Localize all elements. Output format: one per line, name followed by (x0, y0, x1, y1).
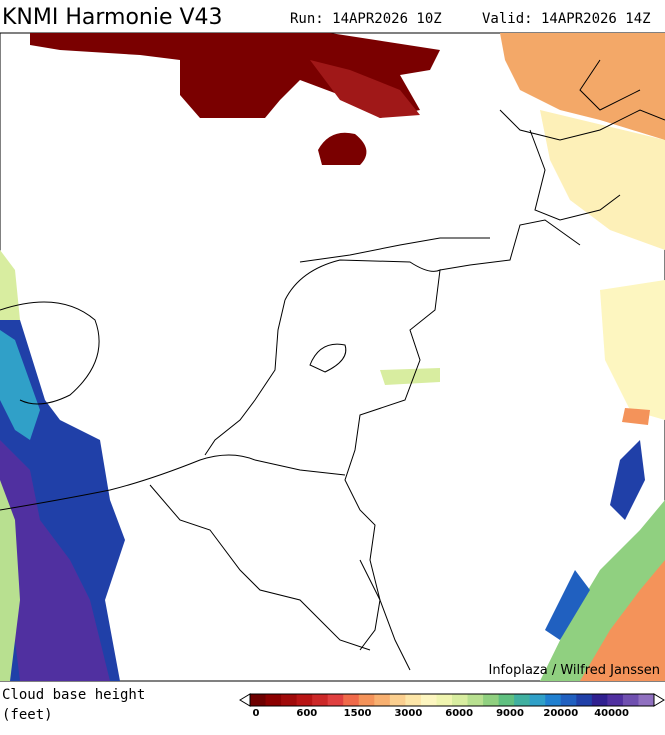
colorbar-swatch (389, 694, 406, 706)
colorbar-swatch (420, 694, 437, 706)
run-time: Run: 14APR2026 10Z (290, 11, 442, 27)
colorbar-swatch (436, 694, 453, 706)
legend-unit: (feet) (2, 707, 53, 723)
cloud-field (0, 330, 40, 440)
credit: Infoplaza / Wilfred Janssen (488, 663, 660, 678)
colorbar-outline (249, 693, 655, 707)
colorbar-swatch (343, 694, 360, 706)
colorbar-swatch (498, 694, 515, 706)
cloud-field (318, 132, 367, 165)
map: Infoplaza / Wilfred Janssen (0, 32, 665, 682)
cloud-field (0, 480, 20, 681)
colorbar-swatch (591, 694, 608, 706)
coastline (299, 59, 665, 271)
colorbar-label: 40000 (594, 708, 629, 719)
cloud-field (380, 368, 440, 385)
cloud-field (622, 408, 650, 425)
coastline (0, 301, 100, 405)
legend-title: Cloud base height (2, 687, 145, 703)
valid-time: Valid: 14APR2026 14Z (482, 11, 651, 27)
colorbar-swatch (545, 694, 562, 706)
colorbar-swatch (250, 694, 267, 706)
colorbar-swatch (483, 694, 500, 706)
colorbar-label: 1500 (344, 708, 372, 719)
colorbar-swatch (560, 694, 577, 706)
colorbar-swatch (576, 694, 593, 706)
cloud-field (610, 440, 645, 520)
coastline (204, 299, 286, 456)
colorbar-swatch (452, 694, 469, 706)
colorbar-swatch (358, 694, 375, 706)
colorbar: 0 600 1500 3000 6000 9000 20000 40000 (239, 693, 665, 719)
cloud-field (545, 570, 590, 640)
colorbar-swatch (514, 694, 531, 706)
cloud-field (540, 110, 665, 250)
coastline (0, 454, 256, 511)
lake (309, 343, 347, 373)
colorbar-swatch (296, 694, 313, 706)
colorbar-swatch (312, 694, 329, 706)
cloud-field (310, 60, 420, 118)
colorbar-swatch (374, 694, 391, 706)
colorbar-label: 9000 (496, 708, 524, 719)
colorbar-swatch (622, 694, 639, 706)
colorbar-label: 6000 (445, 708, 473, 719)
cloud-field (0, 440, 110, 681)
colorbar-label: 20000 (543, 708, 578, 719)
colorbar-swatch (281, 694, 298, 706)
colorbar-arrow (239, 693, 251, 707)
colorbar-label: 0 (253, 708, 260, 719)
cloud-field (30, 33, 440, 118)
cloud-field (580, 560, 665, 681)
colorbar-swatch (638, 694, 655, 706)
colorbar-swatch (327, 694, 344, 706)
colorbar-swatch (607, 694, 624, 706)
colorbar-swatch (467, 694, 484, 706)
colorbar-label: 600 (296, 708, 317, 719)
colorbar-arrow (653, 693, 665, 707)
cloud-field (600, 280, 665, 420)
colorbar-label: 3000 (394, 708, 422, 719)
title: KNMI Harmonie V43 (2, 5, 223, 30)
border (284, 259, 441, 671)
colorbar-swatch (265, 694, 282, 706)
border (149, 459, 381, 651)
colorbar-swatch (529, 694, 546, 706)
cloud-field (0, 250, 20, 320)
colorbar-swatch (405, 694, 422, 706)
